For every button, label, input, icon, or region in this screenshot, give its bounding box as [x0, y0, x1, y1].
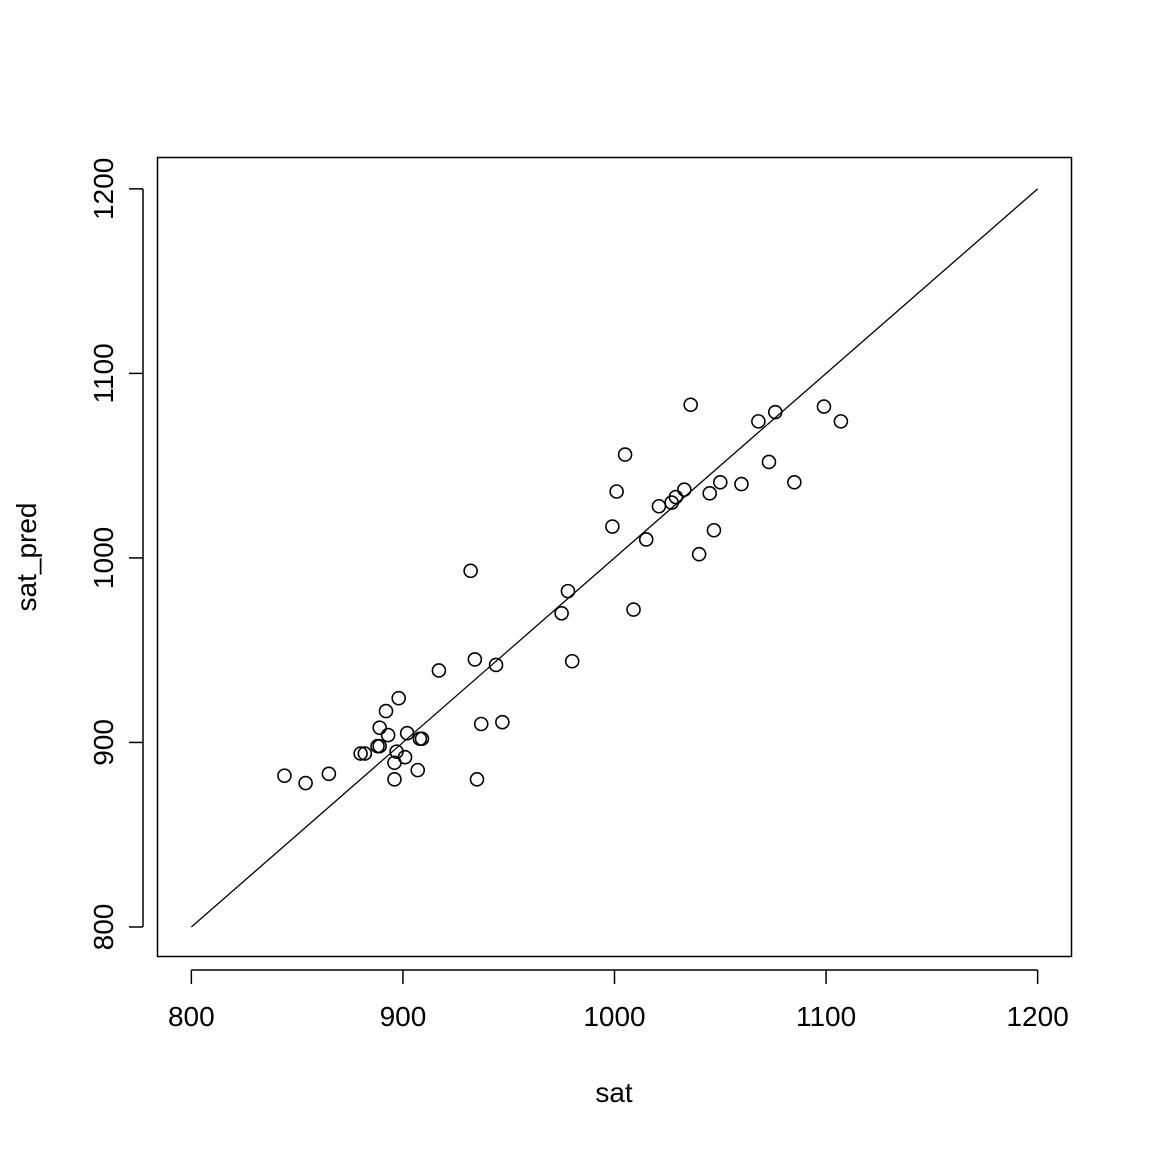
x-tick-label: 1200 [1006, 1001, 1068, 1032]
y-tick-label: 1000 [88, 527, 119, 589]
y-axis-title: sat_pred [11, 503, 42, 612]
data-point [751, 414, 766, 429]
y-axis: 800 900 1000 1100 1200 [88, 158, 144, 951]
data-point [761, 454, 777, 470]
plot-frame [156, 156, 1073, 958]
data-point [277, 768, 292, 783]
data-point [488, 657, 504, 673]
x-axis: 800 900 1000 1100 1200 [168, 969, 1069, 1032]
data-point [391, 690, 406, 706]
y-tick-label: 1100 [88, 343, 119, 403]
data-point [298, 775, 313, 791]
data-point [431, 663, 447, 678]
data-point [372, 720, 387, 735]
data-point [387, 772, 402, 787]
data-point [397, 749, 413, 765]
data-point [605, 519, 620, 534]
data-points [277, 397, 849, 791]
reference-line [190, 188, 1039, 928]
data-point [617, 447, 633, 462]
data-point [372, 738, 387, 754]
data-point [668, 489, 684, 505]
data-point [787, 474, 802, 490]
data-point [469, 772, 485, 787]
data-point [767, 404, 783, 420]
data-point [706, 522, 722, 538]
data-point [833, 414, 849, 429]
data-point [399, 725, 415, 741]
data-point [353, 746, 368, 761]
data-point [609, 484, 624, 499]
data-point [410, 762, 426, 778]
x-tick-label: 1100 [796, 1001, 856, 1032]
data-point [816, 399, 832, 414]
data-point [357, 746, 373, 761]
data-point [321, 766, 337, 782]
y-tick-label: 1200 [88, 158, 119, 220]
data-point [414, 731, 430, 747]
y-tick-label: 800 [88, 904, 119, 951]
data-point [734, 476, 749, 492]
data-point [638, 532, 654, 547]
data-point [560, 583, 576, 599]
data-point [495, 714, 510, 730]
data-point [626, 602, 641, 617]
data-point [554, 605, 569, 621]
data-point [473, 716, 489, 732]
x-tick-label: 1000 [583, 1001, 645, 1032]
data-point [380, 727, 396, 743]
data-point [378, 703, 394, 719]
data-point [564, 653, 580, 669]
data-point [683, 397, 698, 413]
y-tick-label: 900 [88, 719, 119, 766]
data-point [677, 482, 692, 497]
x-tick-label: 800 [168, 1001, 215, 1032]
data-point [467, 652, 483, 667]
x-axis-title: sat [595, 1077, 633, 1108]
data-point [651, 498, 667, 514]
data-point [712, 474, 728, 490]
data-point [691, 546, 707, 562]
data-point [702, 486, 718, 501]
data-point [463, 563, 478, 579]
x-tick-label: 900 [380, 1001, 427, 1032]
